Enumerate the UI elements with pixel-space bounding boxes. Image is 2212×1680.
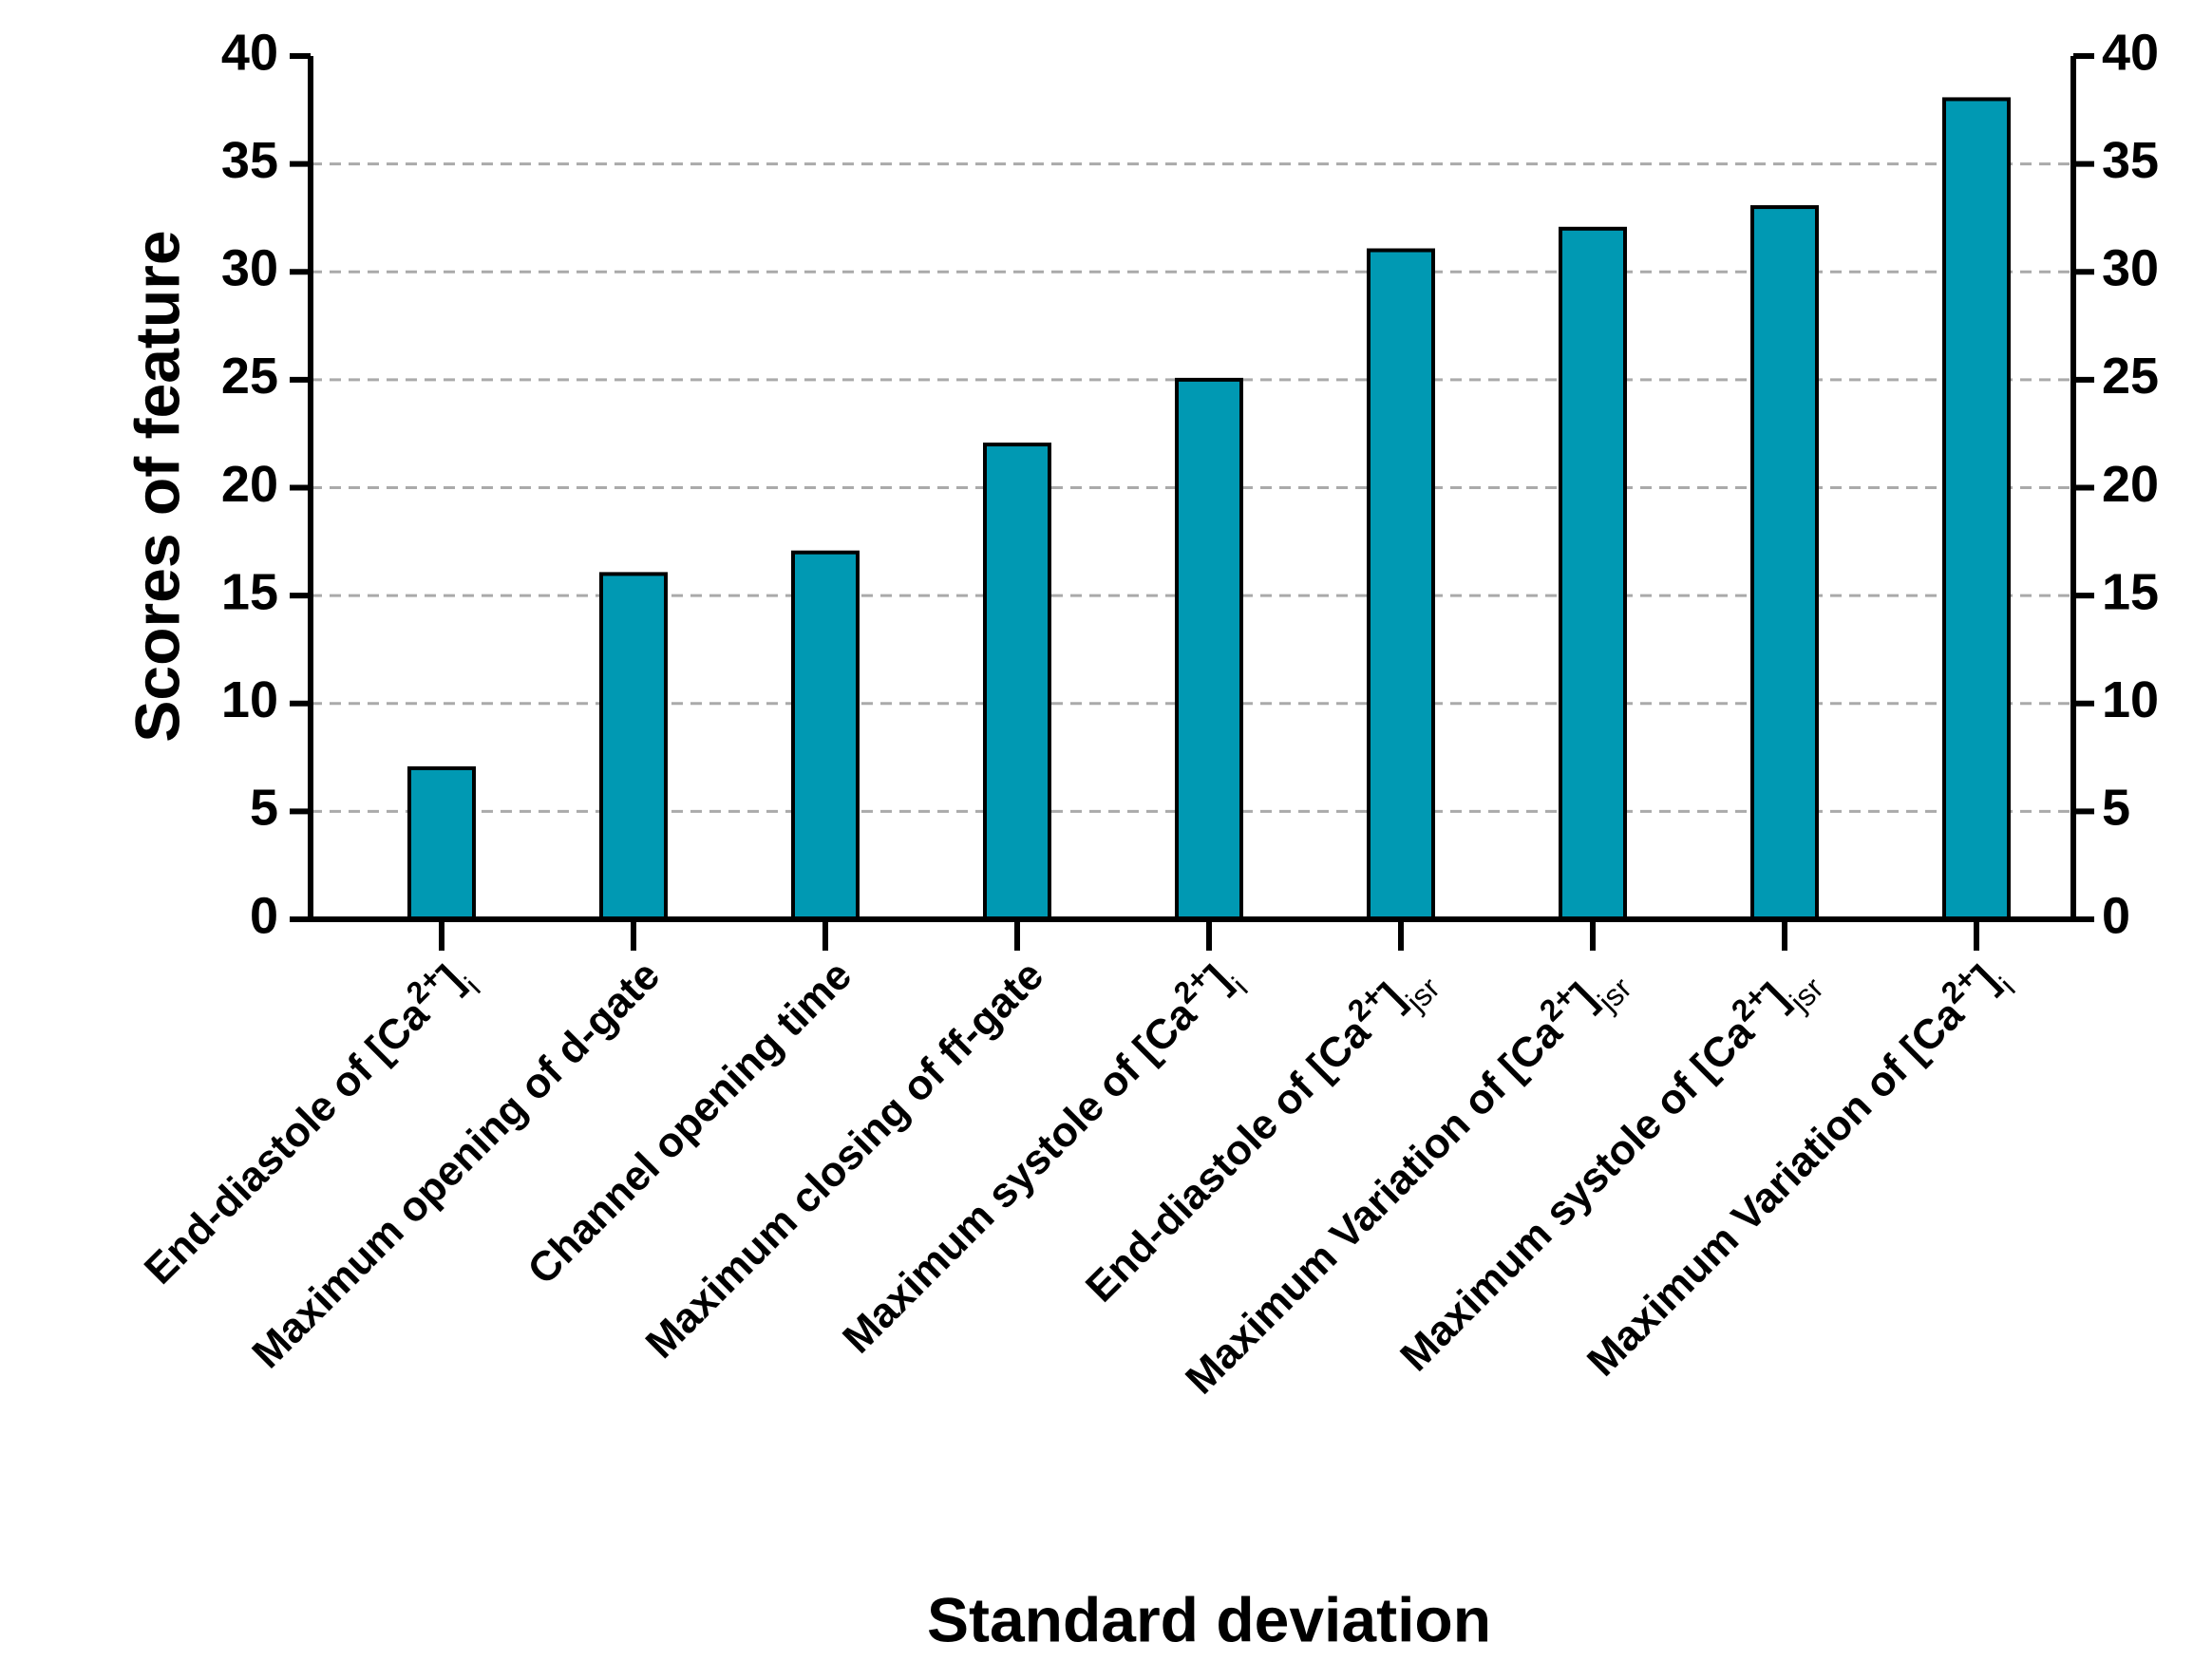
y-tick-label: 25	[221, 348, 278, 405]
x-tick-label-part: Maximum systole of [Ca	[1391, 1009, 1763, 1380]
y-tick-label: 30	[221, 240, 278, 297]
y-tick-label: 20	[221, 456, 278, 513]
bar	[1559, 226, 1627, 922]
y-tick-label: 0	[250, 887, 278, 944]
x-tick-label: Maximum Variation of [Ca2+]i	[1573, 947, 2021, 1395]
y2-tick-label: 35	[2102, 132, 2159, 189]
y-tick-label: 35	[221, 132, 278, 189]
y-tick-label: 40	[221, 24, 278, 81]
y-tick-label: 10	[221, 671, 278, 728]
y-axis-title: Scores of feature	[122, 230, 192, 742]
y2-tick-label: 20	[2102, 456, 2159, 513]
x-tick-label: End-diastole of [Ca2+]i	[130, 947, 487, 1304]
bar	[983, 443, 1051, 921]
x-tick-label-part: Maximum closing of ff-gate	[637, 952, 1052, 1367]
y-tick-label: 5	[250, 780, 278, 837]
bar	[791, 550, 860, 921]
x-tick-label: Maximum closing of ff-gate	[637, 952, 1052, 1367]
bar	[599, 572, 668, 922]
y2-tick-label: 5	[2102, 780, 2130, 837]
x-tick-label-part: Maximum Variation of [Ca	[1177, 1009, 1571, 1403]
y2-tick-label: 30	[2102, 240, 2159, 297]
bar	[1175, 377, 1243, 921]
y2-tick-label: 10	[2102, 671, 2159, 728]
y2-tick-label: 15	[2102, 563, 2159, 620]
y-tick-label: 15	[221, 563, 278, 620]
y2-tick-label: 40	[2102, 24, 2159, 81]
bar	[1367, 248, 1435, 921]
x-tick-label-part: Maximum Variation of [Ca	[1579, 991, 1973, 1385]
x-tick-label: Maximum opening of d-gate	[243, 952, 669, 1377]
x-tick-label-part: Maximum systole of [Ca	[834, 991, 1205, 1362]
bar	[1750, 205, 1819, 921]
x-axis-title: Standard deviation	[927, 1584, 1491, 1654]
bar	[407, 765, 476, 921]
x-tick-label: Channel opening time	[519, 952, 860, 1293]
x-tick-label: Maximum systole of [Ca2+]i	[828, 947, 1254, 1372]
x-tick-label-part: Maximum opening of d-gate	[243, 952, 669, 1377]
bar	[1942, 97, 2011, 921]
y2-tick-label: 0	[2102, 887, 2130, 944]
x-tick-label: End-diastole of [Ca2+]jsr	[1071, 947, 1446, 1322]
y2-tick-label: 25	[2102, 348, 2159, 405]
x-tick-label-part: Channel opening time	[519, 952, 860, 1293]
